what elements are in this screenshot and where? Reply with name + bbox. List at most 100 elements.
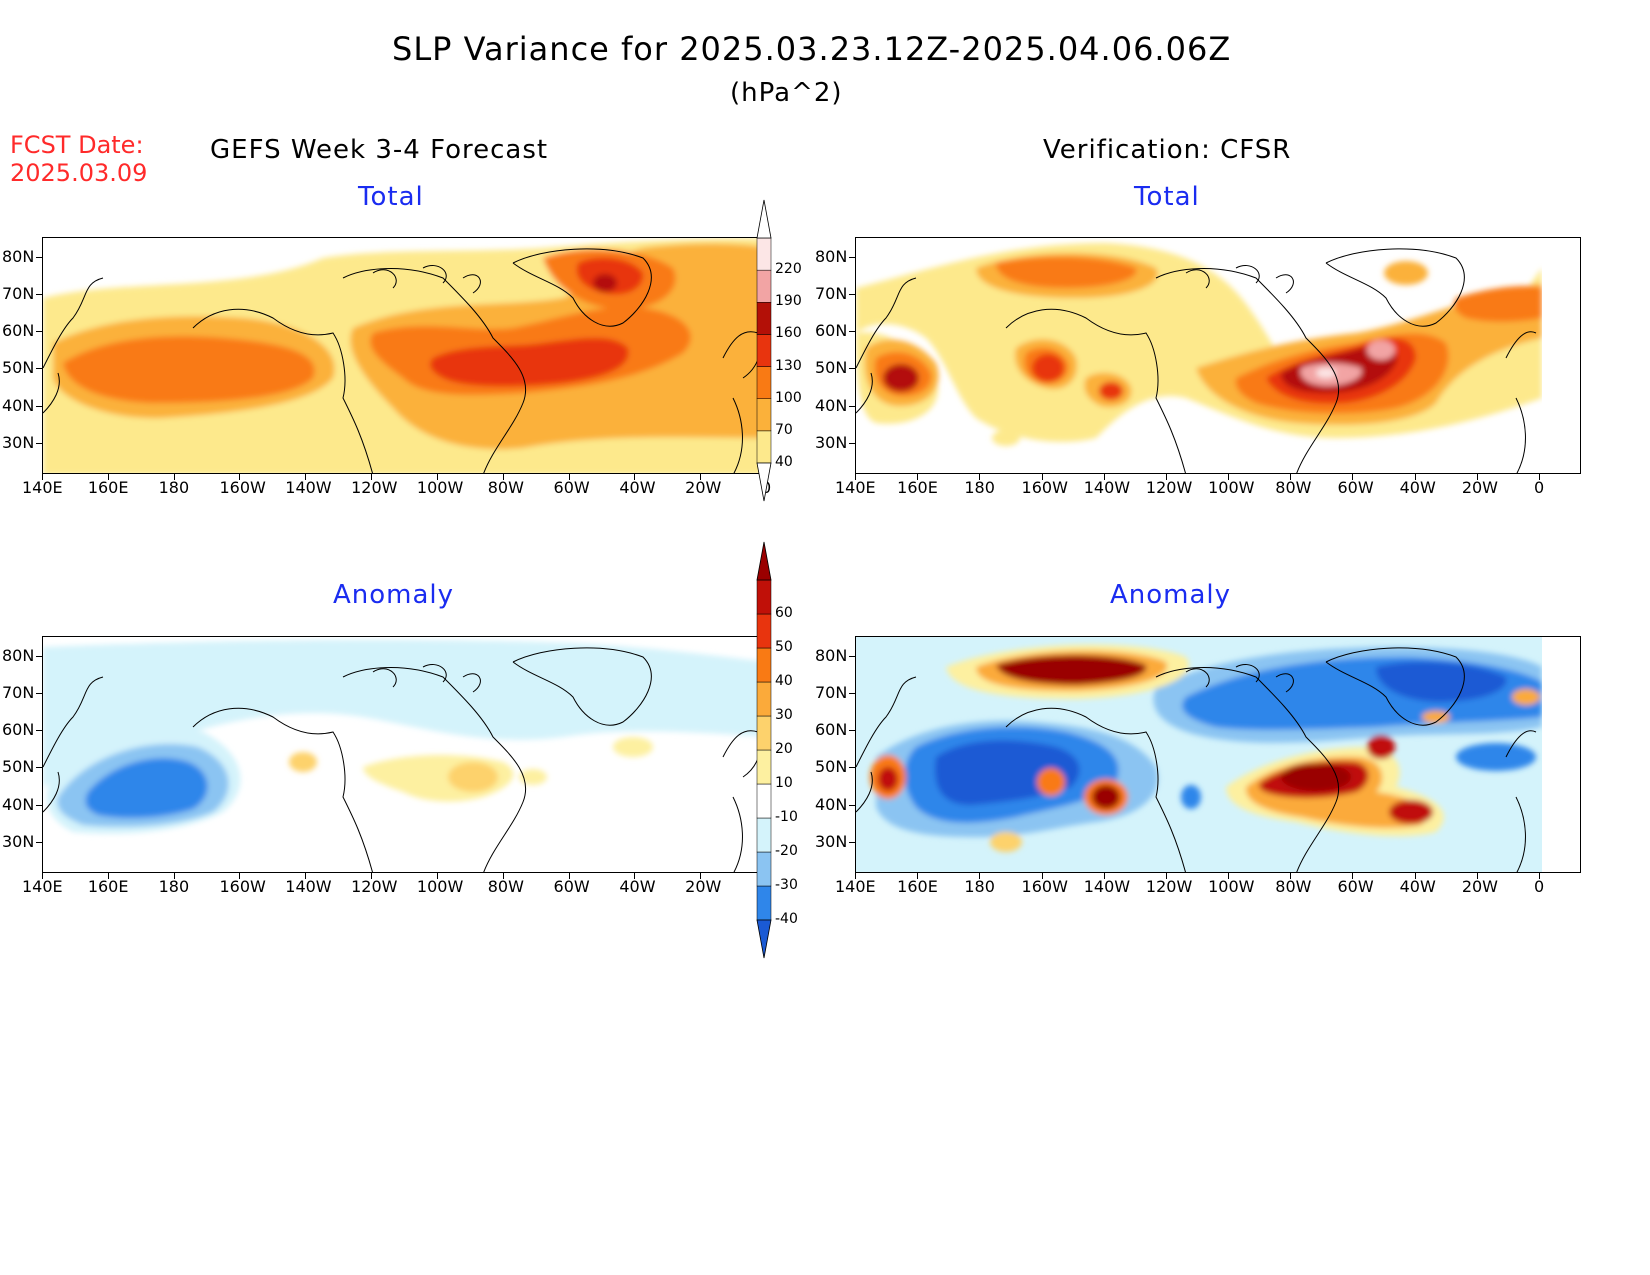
lon-label: 140W xyxy=(285,478,332,497)
lat-label: 80N xyxy=(2,646,35,665)
lat-label: 70N xyxy=(815,683,848,702)
lat-tick xyxy=(849,257,855,258)
lon-label: 120W xyxy=(1145,877,1193,896)
coast-greenland xyxy=(512,647,652,726)
lon-tick xyxy=(107,873,109,879)
lon-tick xyxy=(634,873,636,879)
lon-label: 180 xyxy=(964,478,995,497)
lon-tick xyxy=(502,873,504,879)
anom-pos10-b xyxy=(613,737,653,757)
anomaly-colorbar-label: 10 xyxy=(775,775,793,791)
lon-label: 100W xyxy=(1208,478,1255,497)
anom-pos-kam-50 xyxy=(878,767,898,791)
arctic-islands xyxy=(372,265,481,294)
lon-tick xyxy=(855,873,856,879)
lon-tick xyxy=(436,873,438,879)
contour-40-cut xyxy=(46,408,429,473)
lon-label: 20W xyxy=(1461,877,1498,896)
units-label: (hPa^2) xyxy=(730,78,843,108)
lat-label: 50N xyxy=(2,358,35,377)
lon-label: 100W xyxy=(416,478,464,497)
anom-pos10-small xyxy=(289,752,317,772)
lon-tick xyxy=(766,474,767,480)
lat-tick xyxy=(36,805,42,806)
lat-tick xyxy=(36,443,42,444)
lon-label: 40W xyxy=(619,478,656,497)
lon-tick xyxy=(700,873,702,879)
arctic-islands xyxy=(1185,265,1294,294)
lon-label: 0 xyxy=(761,478,772,497)
total-colorbar-label: 40 xyxy=(775,454,793,470)
anom-pos10-c xyxy=(519,769,547,785)
verification-total-title: Total xyxy=(1134,182,1200,212)
anom-pos-pac3 xyxy=(990,832,1022,852)
lon-tick xyxy=(42,873,43,879)
lon-label: 180 xyxy=(158,877,190,896)
coast-na xyxy=(342,268,527,473)
anom-neg40-arc xyxy=(1376,661,1507,702)
coast-greenland xyxy=(1325,647,1465,726)
figure-title: SLP Variance for 2025.03.23.12Z-2025.04.… xyxy=(392,30,1232,68)
lon-label: 80W xyxy=(487,877,524,896)
lon-tick xyxy=(305,873,307,879)
lon-label: 160W xyxy=(1021,478,1068,497)
contour-100b xyxy=(996,256,1137,288)
lon-label: 100W xyxy=(416,877,464,896)
lon-label: 140W xyxy=(1083,478,1131,497)
lon-label: 160W xyxy=(1021,877,1068,896)
lon-tick xyxy=(1476,474,1478,480)
anomaly-colorbar-label: -40 xyxy=(775,911,798,927)
lon-label: 40W xyxy=(619,877,656,896)
lon-tick xyxy=(1228,873,1230,879)
lon-tick xyxy=(917,873,919,879)
lat-label: 30N xyxy=(2,433,35,452)
lon-label: 120W xyxy=(351,478,398,497)
total-colorbar-label: 70 xyxy=(775,421,793,438)
coast-greenland xyxy=(512,248,652,327)
lon-label: 120W xyxy=(351,877,398,896)
anom-pos-mid xyxy=(1389,800,1433,824)
anom-pos-nea-60 xyxy=(1281,763,1351,791)
lon-tick xyxy=(979,873,981,879)
coast-europe xyxy=(722,730,762,872)
lat-label: 80N xyxy=(815,646,848,665)
anom-neg-small xyxy=(1181,785,1201,809)
contour-130 xyxy=(430,338,629,387)
lon-tick xyxy=(1228,474,1230,480)
lon-label: 140E xyxy=(835,877,876,896)
lon-label: 180 xyxy=(964,877,995,896)
lon-label: 140W xyxy=(285,877,332,896)
lon-tick xyxy=(1290,474,1292,480)
anom-pos-arctic-60 xyxy=(996,655,1147,685)
forecast-anomaly-title: Anomaly xyxy=(333,580,455,610)
lon-label: 160W xyxy=(219,877,266,896)
anom-pos20 xyxy=(448,762,498,792)
contour-130f xyxy=(883,364,919,392)
coast-alaska xyxy=(192,308,373,473)
coast-greenland xyxy=(1325,248,1465,327)
lon-label: 160E xyxy=(897,877,938,896)
lat-tick xyxy=(849,693,855,694)
lon-label: 140E xyxy=(22,478,63,497)
lat-label: 60N xyxy=(2,321,35,340)
lon-tick xyxy=(436,474,438,480)
lon-tick xyxy=(1476,873,1478,879)
lon-tick xyxy=(305,474,307,480)
coast-asia xyxy=(856,277,917,414)
contour-100e xyxy=(1454,286,1542,322)
lon-tick xyxy=(502,474,504,480)
contour-130g xyxy=(1032,354,1064,382)
anomaly-colorbar-label: -10 xyxy=(775,809,798,825)
verification-total-map xyxy=(855,237,1581,474)
lat-tick xyxy=(36,767,42,768)
lon-label: 20W xyxy=(685,877,722,896)
anom-neg-atl xyxy=(1456,743,1536,771)
lat-label: 60N xyxy=(815,720,848,739)
anomaly-colorbar-label: -30 xyxy=(775,877,798,893)
coast-europe xyxy=(1505,331,1537,473)
lat-label: 40N xyxy=(815,396,848,415)
coast-asia xyxy=(43,676,104,813)
lon-label: 80W xyxy=(1275,478,1312,497)
lon-tick xyxy=(568,474,570,480)
lon-label: 20W xyxy=(1461,478,1498,497)
